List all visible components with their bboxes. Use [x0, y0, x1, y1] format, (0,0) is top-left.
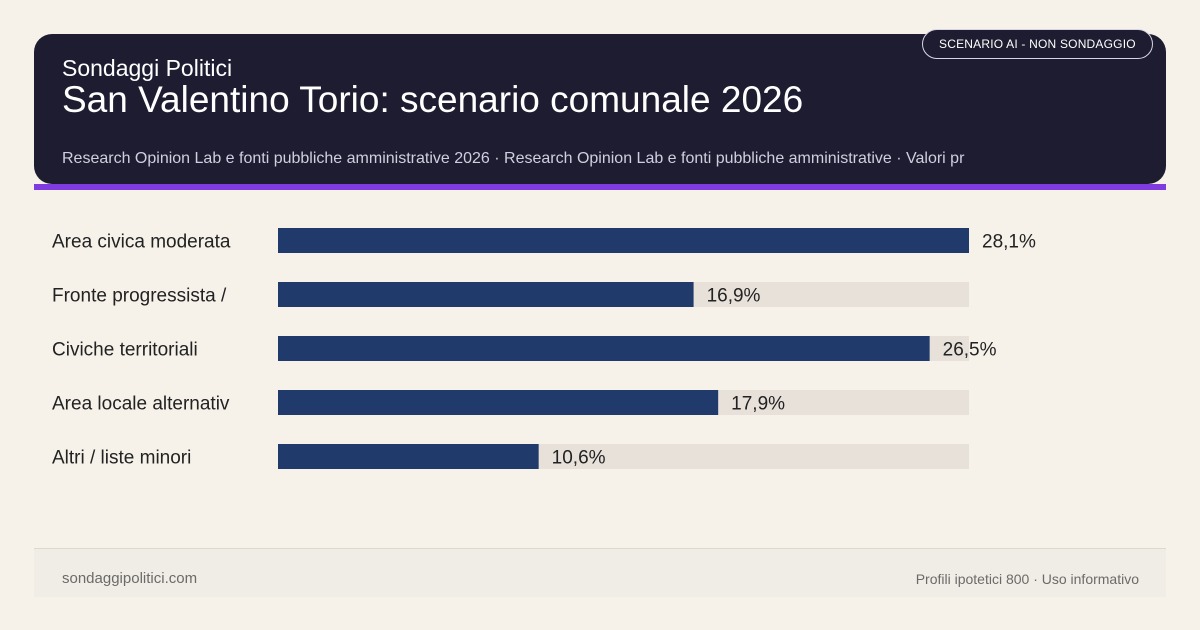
bar-row: Civiche territoriali 26,5% — [52, 336, 997, 361]
footer: sondaggipolitici.com Profili ipotetici 8… — [34, 548, 1166, 597]
category-label: Civiche territoriali — [52, 340, 198, 361]
category-label: Altri / liste minori — [52, 448, 191, 469]
bar — [278, 444, 539, 469]
bar-row: Area civica moderata 28,1% — [52, 228, 1036, 253]
category-label: Area locale alternativ — [52, 394, 230, 415]
brand-name: Sondaggi Politici — [62, 55, 233, 81]
value-label: 17,9% — [731, 394, 785, 415]
source-subtitle: Research Opinion Lab e fonti pubbliche a… — [62, 150, 965, 167]
bar-row: Area locale alternativ 17,9% — [52, 390, 969, 415]
footer-site-link[interactable]: sondaggipolitici.com — [62, 570, 198, 587]
value-label: 28,1% — [982, 232, 1036, 253]
value-label: 16,9% — [707, 286, 761, 307]
category-label: Fronte progressista / — [52, 286, 227, 307]
bar-chart: Area civica moderata 28,1% Fronte progress… — [52, 228, 1036, 469]
category-label: Area civica moderata — [52, 232, 231, 253]
chart-canvas: Area civica moderata 28,1% Fronte progress… — [52, 228, 1036, 469]
page-title: San Valentino Torio: scenario comunale 2… — [62, 79, 804, 120]
bar-row: Altri / liste minori 10,6% — [52, 444, 969, 469]
value-label: 10,6% — [552, 448, 606, 469]
scenario-badge: SCENARIO AI - NON SONDAGGIO — [922, 29, 1153, 59]
footer-note: Profili ipotetici 800 · Uso informativo — [915, 571, 1139, 587]
bar — [278, 336, 930, 361]
bar — [278, 282, 694, 307]
header-panel: Sondaggi Politici San Valentino Torio: s… — [34, 34, 1166, 184]
bar-row: Fronte progressista / 16,9% — [52, 282, 969, 307]
value-label: 26,5% — [943, 340, 997, 361]
bar — [278, 390, 719, 415]
header-accent-bar — [34, 184, 1166, 190]
bar — [278, 228, 969, 253]
